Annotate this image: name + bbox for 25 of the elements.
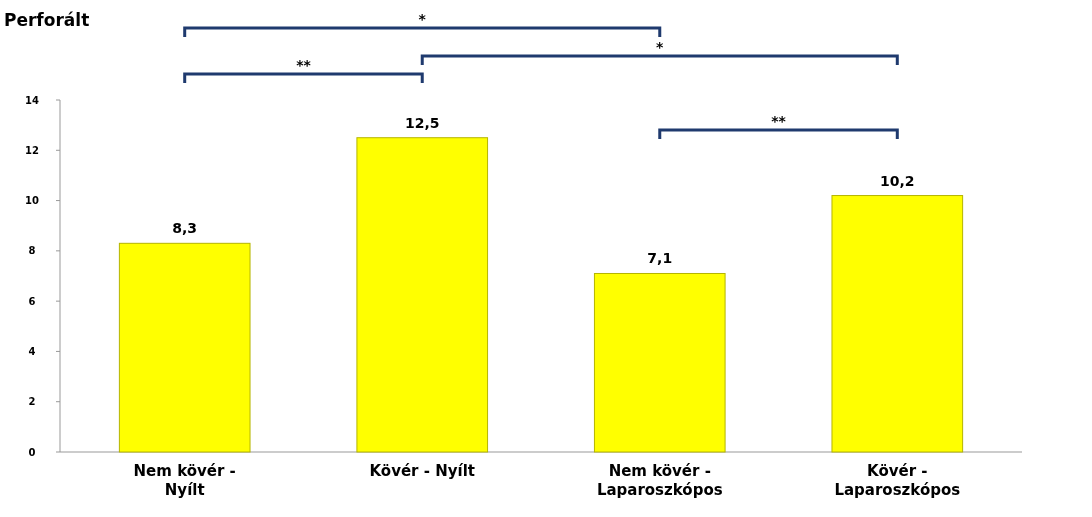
bar [593, 272, 726, 453]
x-tick-label: Kövér - Laparoszkópos [834, 462, 961, 499]
data-label: 8,3 [172, 220, 198, 237]
x-tick-label: Nem kövér - Nyílt [133, 462, 236, 499]
data-label: 7,1 [647, 250, 673, 267]
y-tick-label: 6 [28, 295, 36, 307]
bar [831, 195, 964, 453]
x-tick-label: Kövér - Nyílt [369, 462, 475, 480]
y-tick-label: 10 [25, 195, 39, 207]
chart-title: Perforált [4, 10, 90, 30]
y-tick-label: 14 [25, 94, 39, 106]
y-tick-label: 4 [28, 345, 36, 357]
data-label: 10,2 [880, 172, 915, 189]
y-tick-label: 12 [25, 144, 39, 156]
y-tick-label: 8 [28, 245, 36, 257]
text: * [418, 11, 427, 27]
bar [118, 242, 251, 453]
x-tick-label: Nem kövér - Laparoszkópos [596, 462, 723, 499]
data-label: 12,5 [404, 114, 440, 131]
text: * [656, 39, 665, 55]
y-tick-label: 2 [28, 396, 36, 408]
text: ** [296, 57, 312, 73]
y-tick-label: 0 [28, 446, 36, 458]
annotation: ** [771, 113, 787, 129]
bar [356, 137, 489, 453]
